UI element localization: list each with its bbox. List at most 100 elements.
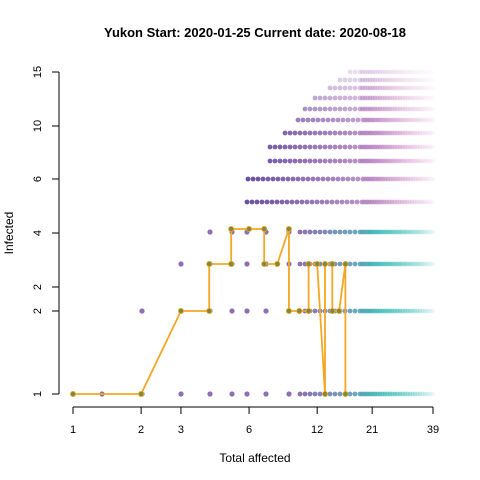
- sim-point: [246, 177, 251, 182]
- trajectory-point: [306, 308, 311, 313]
- sim-point: [313, 131, 318, 136]
- sim-point: [430, 262, 435, 267]
- sim-point: [333, 107, 338, 112]
- sim-point: [288, 159, 293, 164]
- trajectory-point: [207, 261, 212, 266]
- sim-point: [343, 86, 348, 91]
- sim-point: [263, 308, 268, 313]
- sim-point: [318, 107, 323, 112]
- sim-point: [328, 107, 333, 112]
- sim-point: [321, 118, 326, 123]
- sim-point: [303, 131, 308, 136]
- sim-point: [338, 230, 343, 235]
- sim-point: [348, 86, 353, 91]
- sim-point: [308, 145, 313, 150]
- sim-point: [338, 131, 343, 136]
- x-tick-label: 2: [138, 424, 144, 436]
- sim-point: [315, 200, 320, 205]
- sim-point: [355, 200, 360, 205]
- sim-point: [318, 145, 323, 150]
- sim-point: [343, 107, 348, 112]
- trajectory-point: [139, 391, 144, 396]
- sim-point: [311, 118, 316, 123]
- sim-point: [229, 391, 234, 396]
- sim-point: [323, 230, 328, 235]
- x-tick-label: 21: [366, 424, 378, 436]
- sim-point: [291, 177, 296, 182]
- sim-point: [353, 392, 358, 397]
- sim-point: [356, 177, 361, 182]
- sim-point: [286, 177, 291, 182]
- trajectory-point: [297, 308, 302, 313]
- sim-point: [333, 230, 338, 235]
- y-tick-label: 4: [32, 230, 44, 236]
- sim-point: [318, 131, 323, 136]
- sim-point: [298, 131, 303, 136]
- trajectory-point: [262, 261, 267, 266]
- sim-point: [348, 145, 353, 150]
- sim-point: [338, 107, 343, 112]
- sim-point: [281, 177, 286, 182]
- sim-point: [336, 118, 341, 123]
- sim-point: [338, 145, 343, 150]
- sim-point: [303, 159, 308, 164]
- sim-point: [343, 131, 348, 136]
- sim-point: [430, 309, 435, 314]
- simulation-point-cloud: [70, 70, 435, 397]
- x-tick-label: 39: [427, 424, 439, 436]
- sim-point: [283, 131, 288, 136]
- sim-point: [139, 308, 144, 313]
- sim-point: [278, 145, 283, 150]
- sim-point: [338, 392, 343, 397]
- sim-point: [353, 96, 358, 101]
- sim-point: [338, 262, 343, 267]
- sim-point: [313, 107, 318, 112]
- sim-point: [293, 131, 298, 136]
- sim-point: [275, 200, 280, 205]
- sim-point: [270, 200, 275, 205]
- sim-point: [308, 159, 313, 164]
- trajectory-point: [322, 391, 327, 396]
- sim-point: [430, 96, 435, 101]
- sim-point: [265, 200, 270, 205]
- sim-point: [318, 96, 323, 101]
- sim-point: [328, 159, 333, 164]
- sim-point: [300, 200, 305, 205]
- sim-point: [310, 200, 315, 205]
- sim-point: [430, 145, 435, 150]
- sim-point: [430, 200, 435, 205]
- sim-point: [298, 145, 303, 150]
- sim-point: [251, 177, 256, 182]
- sim-point: [346, 118, 351, 123]
- sim-point: [303, 107, 308, 112]
- sim-point: [263, 391, 268, 396]
- x-tick-label: 12: [311, 424, 323, 436]
- sim-point: [298, 230, 303, 235]
- trajectory-point: [246, 226, 251, 231]
- sim-point: [318, 159, 323, 164]
- sim-point: [250, 200, 255, 205]
- sim-point: [308, 392, 313, 397]
- sim-point: [348, 78, 353, 83]
- sim-point: [345, 200, 350, 205]
- sim-point: [318, 392, 323, 397]
- sim-point: [430, 159, 435, 164]
- sim-point: [430, 230, 435, 235]
- sim-point: [325, 200, 330, 205]
- sim-point: [244, 308, 249, 313]
- sim-point: [288, 145, 293, 150]
- trajectory-point: [306, 261, 311, 266]
- sim-point: [320, 200, 325, 205]
- sim-point: [286, 391, 291, 396]
- trajectory-point: [343, 261, 348, 266]
- sim-point: [348, 230, 353, 235]
- sim-point: [280, 200, 285, 205]
- sim-point: [353, 131, 358, 136]
- y-tick-label: 2: [32, 308, 44, 314]
- sim-point: [430, 78, 435, 83]
- sim-point: [298, 392, 303, 397]
- sim-point: [283, 145, 288, 150]
- sim-point: [323, 131, 328, 136]
- sim-point: [283, 159, 288, 164]
